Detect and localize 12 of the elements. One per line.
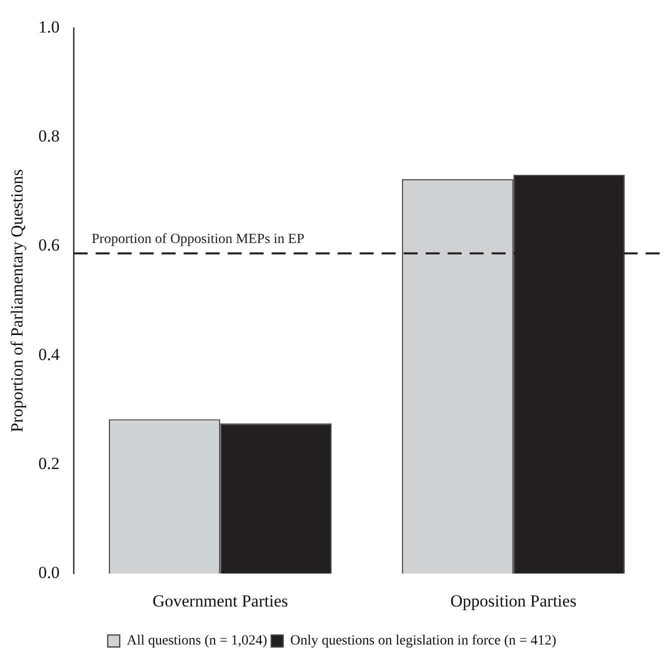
x-tick-label: Government Parties: [152, 591, 288, 610]
y-tick-label: 0.8: [38, 126, 60, 146]
legend-label: All questions (n = 1,024): [126, 634, 268, 649]
x-tick-label: Opposition Parties: [450, 591, 576, 610]
y-tick-label: 0.0: [38, 563, 60, 582]
y-tick-label: 0.4: [38, 344, 60, 364]
y-axis-title: Proportion of Parliamentary Questions: [8, 169, 27, 432]
y-tick-label: 1.0: [38, 17, 60, 36]
ref-line-label: Proportion of Opposition MEPs in EP: [92, 232, 305, 248]
y-tick-label: 0.2: [38, 454, 60, 473]
y-tick-label: 0.6: [38, 236, 60, 255]
legend-label: Only questions on legislation in force (n = 412): [290, 634, 557, 649]
